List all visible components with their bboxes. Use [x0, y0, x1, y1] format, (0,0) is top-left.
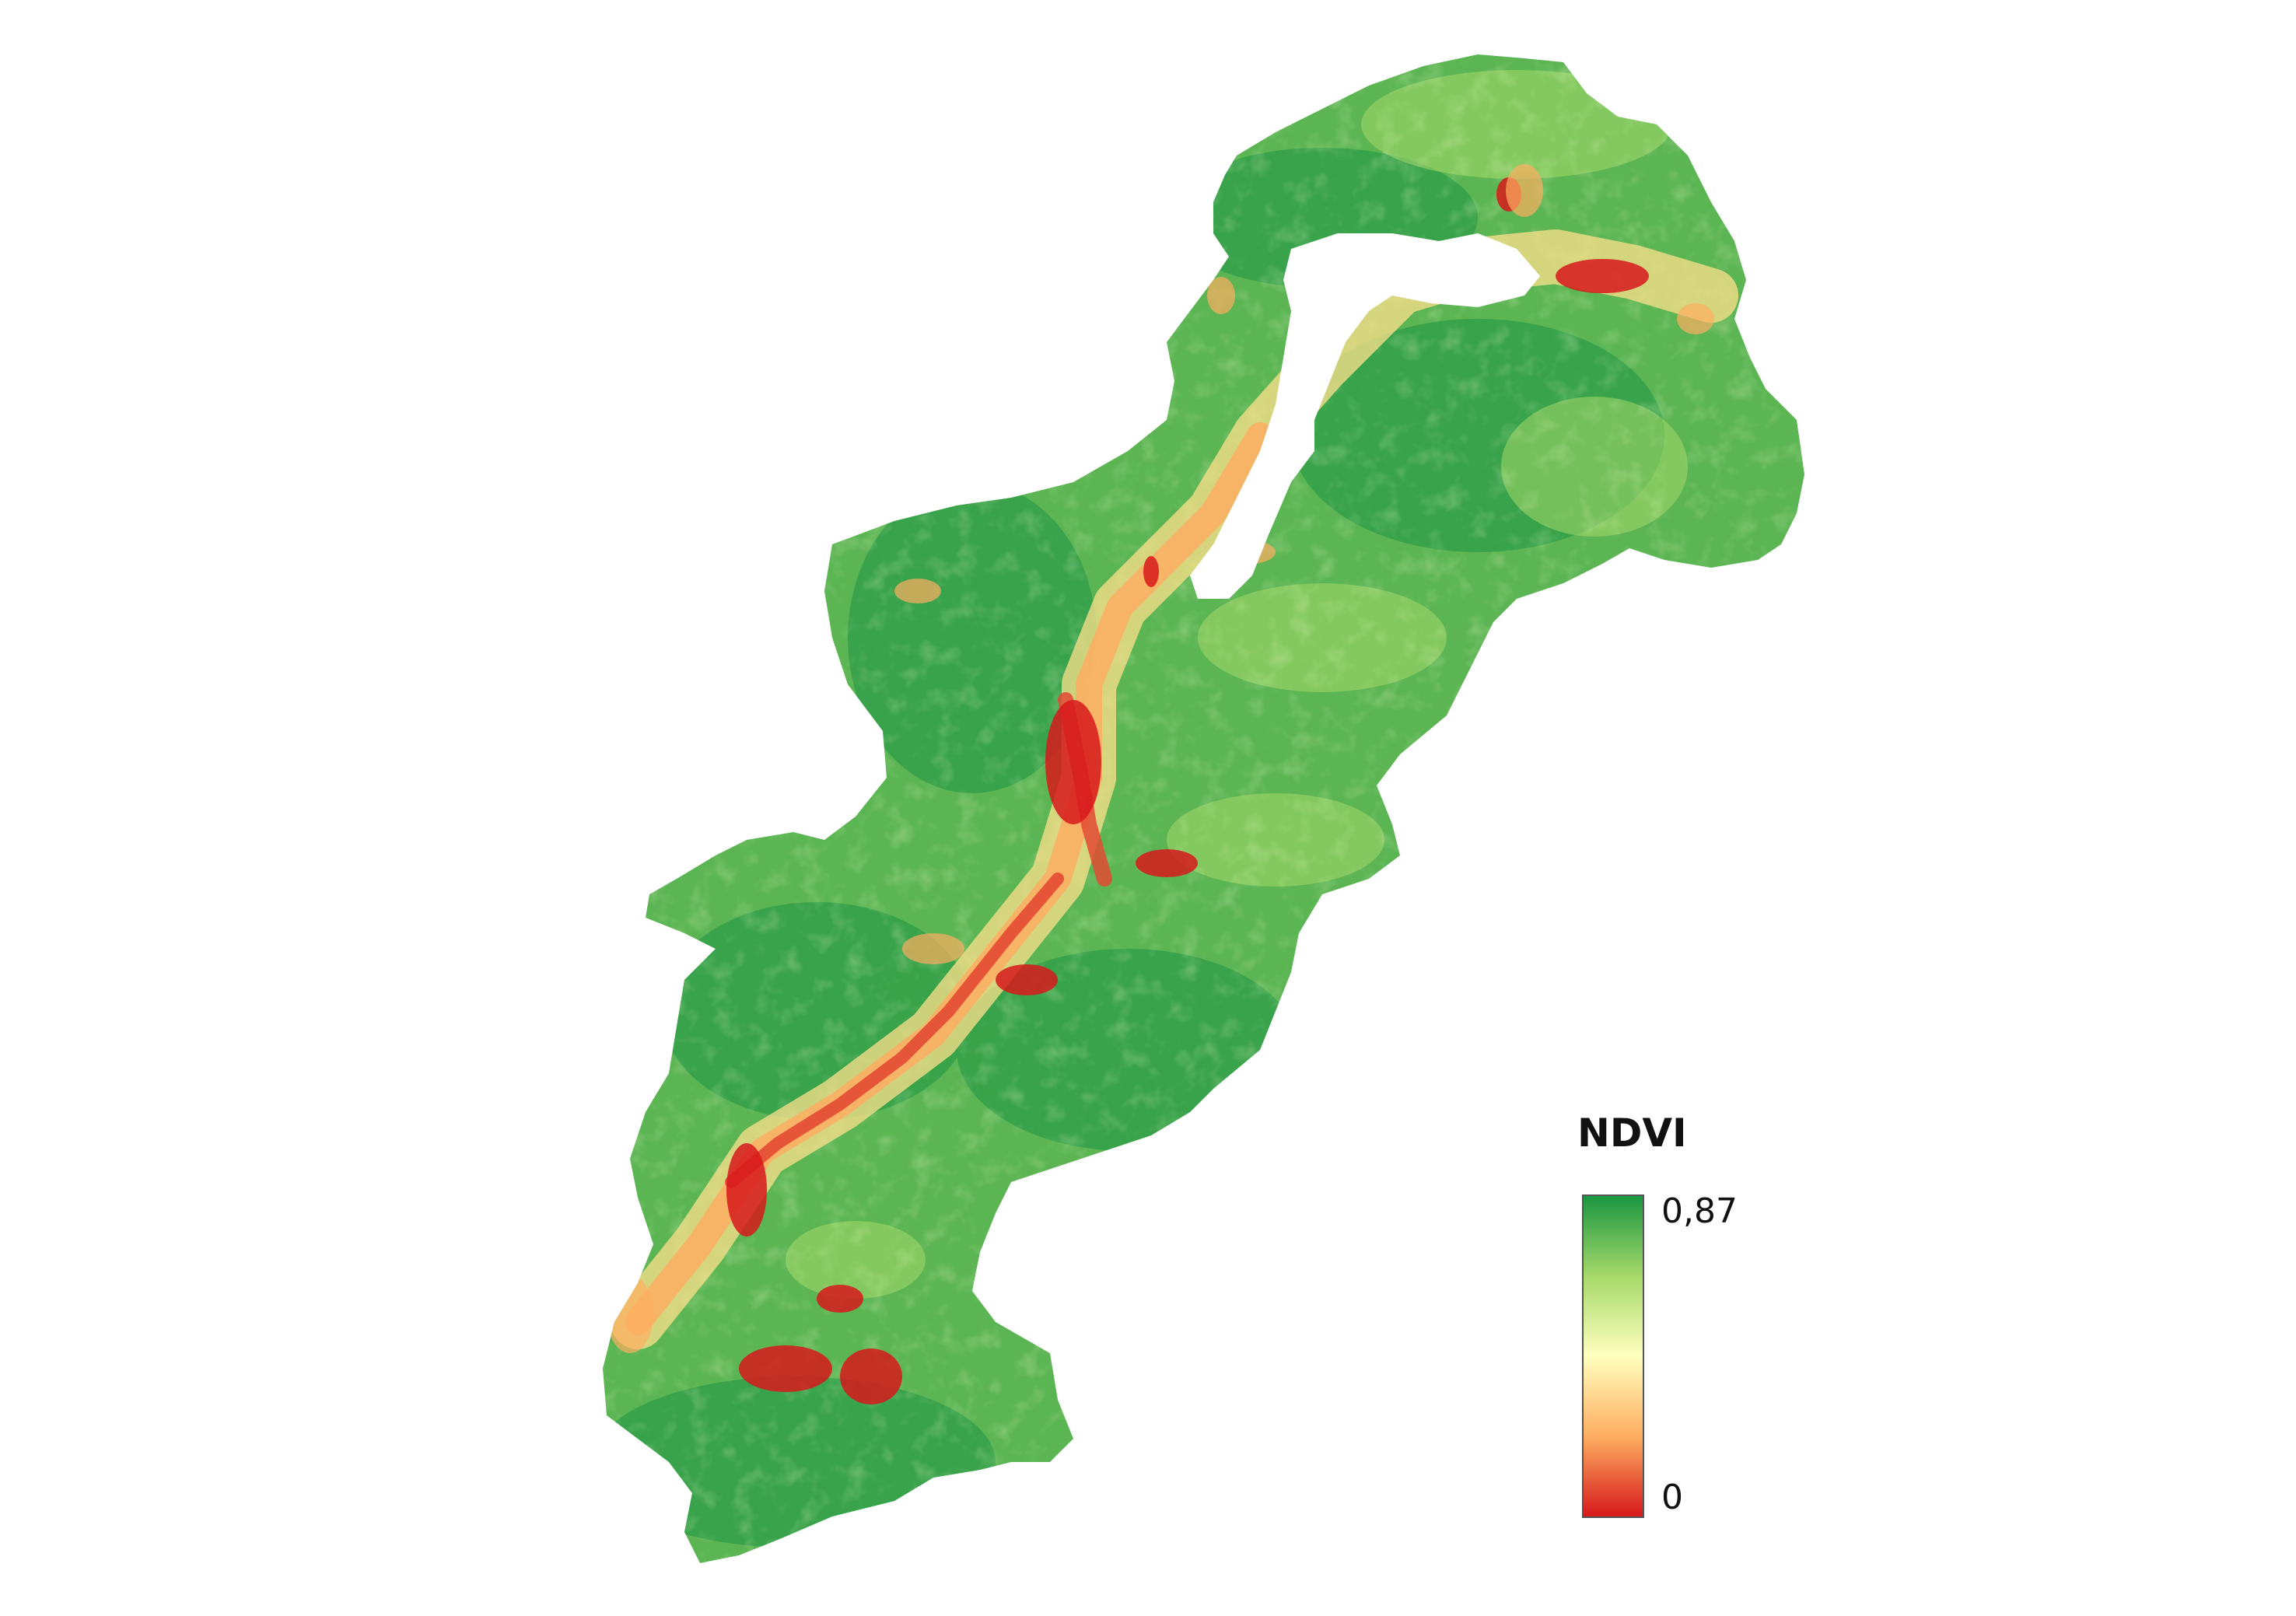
legend-max-label: 0,87: [1661, 1191, 1738, 1231]
lake: [1190, 233, 1540, 599]
legend-color-ramp: [1582, 1195, 1644, 1518]
legend-min-label: 0: [1661, 1478, 1683, 1517]
legend-title: NDVI: [1577, 1111, 1687, 1156]
